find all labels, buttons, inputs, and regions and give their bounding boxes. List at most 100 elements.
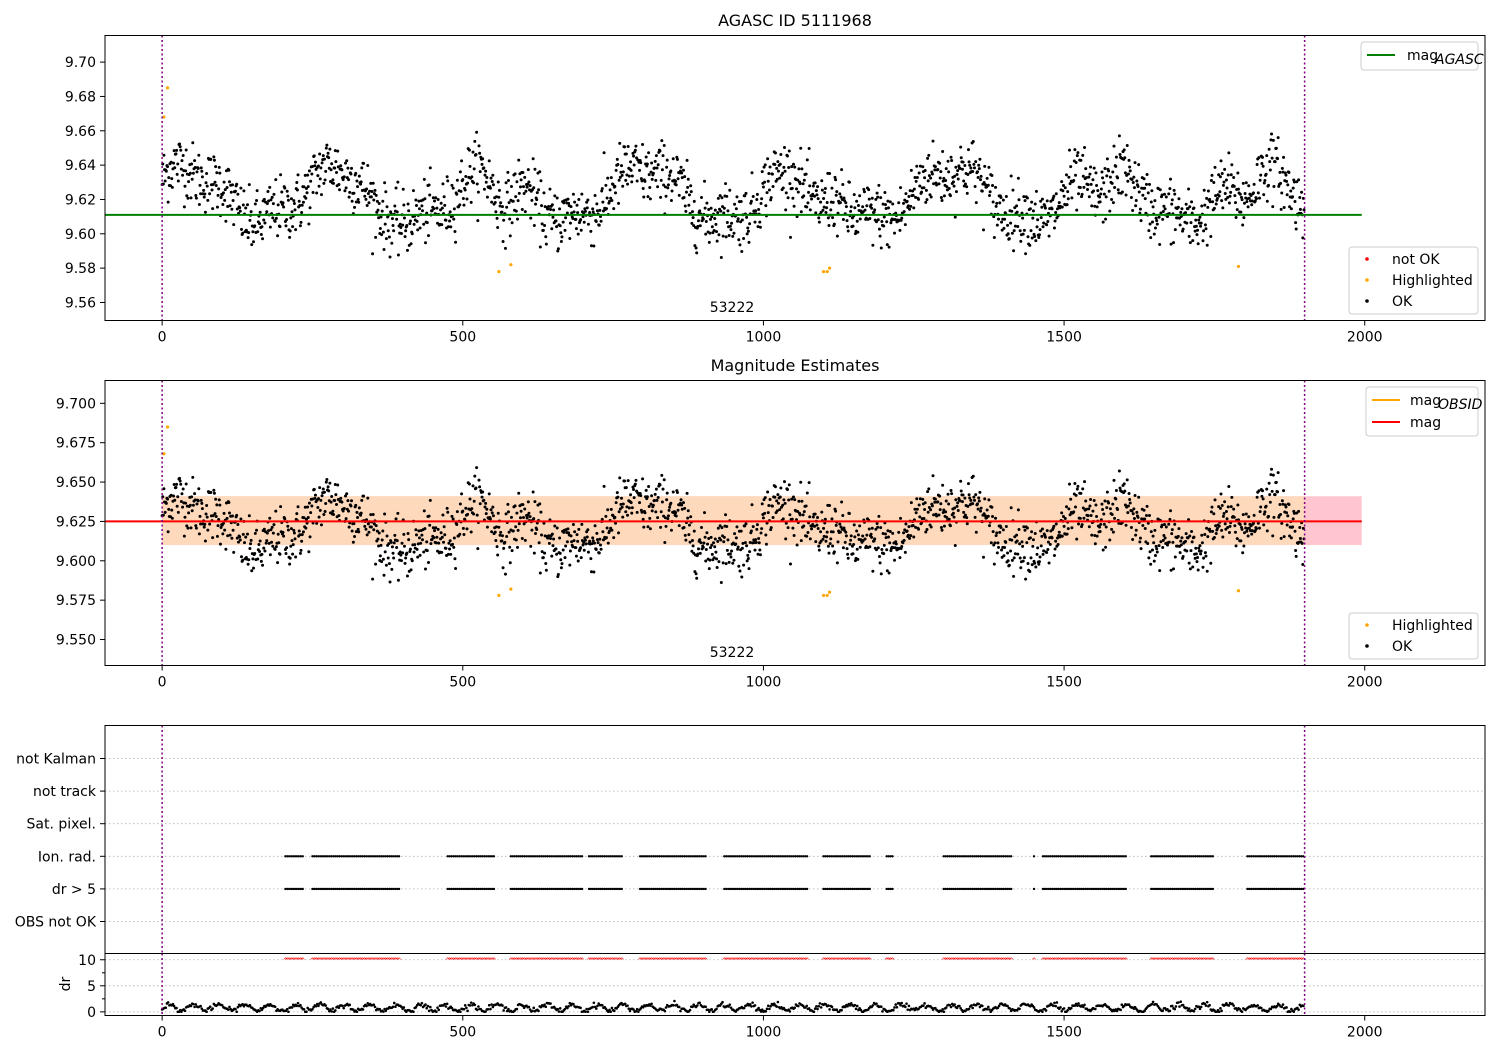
ok-point [1089,497,1093,501]
ok-point [639,494,643,498]
ok-point [312,154,316,158]
dr-flag-point [866,887,870,891]
ok-point [665,498,669,502]
ok-point [1222,180,1226,184]
ok-point [576,232,580,236]
ok-point [300,533,304,537]
ok-point [433,199,437,203]
ok-point [954,498,958,502]
dr-flag-point [561,887,565,891]
ok-point [500,210,504,214]
ion-flag-point [561,855,565,858]
ok-point [344,517,348,521]
ok-point [288,229,292,233]
ok-point [427,560,431,564]
ok-point [751,195,755,199]
ok-point [425,221,429,225]
ion-flag-point [994,855,997,858]
ok-point [1052,524,1056,528]
ion-flag-point [1153,855,1157,858]
ok-point [1080,192,1084,196]
ok-point [483,505,487,509]
ok-point [575,203,579,207]
ok-point [1107,501,1111,505]
ion-flag-point [967,855,971,858]
ok-point [634,144,638,148]
ok-point [879,196,883,200]
ok-point [584,542,588,546]
ok-point [808,184,812,188]
ok-point [600,187,604,191]
ok-point [1087,175,1091,179]
ok-point [810,527,814,531]
ok-point [939,502,943,506]
ok-point [782,498,786,502]
dr-flag-point [1155,887,1159,891]
ok-point [819,539,823,543]
ok-point [632,154,636,158]
ok-point [409,568,413,572]
ok-point [185,194,189,198]
ok-point [884,536,888,540]
ok-point [223,198,227,202]
ok-point [883,532,887,536]
dr-flag-point [775,887,778,891]
ok-point [204,181,208,185]
dr-flag-point [322,887,326,891]
ok-point [294,555,298,559]
ok-point [1161,210,1165,214]
ok-point [1144,182,1148,186]
ion-flag-point [1171,855,1174,858]
dr-flag-point [650,887,653,891]
dr-flag-point [288,887,291,891]
ok-point [529,544,533,548]
ion-flag-point [956,855,959,858]
ok-point [1159,211,1163,215]
ion-flag-point [1006,855,1009,858]
ion-flag-point [490,855,494,858]
ok-point [491,514,495,518]
ok-point [1265,487,1269,491]
dr-flag-point [1252,887,1255,891]
ion-flag-point [704,855,707,858]
ok-point [322,181,326,185]
ok-point [1006,232,1010,236]
ion-flag-point [946,855,949,858]
ok-point [1191,239,1195,243]
ok-point [893,546,897,550]
dr-flag-point [638,887,642,891]
ok-point [979,509,983,513]
ok-point [190,162,194,166]
ok-point [1111,530,1115,534]
ok-point [406,202,410,206]
ion-flag-point [597,855,600,858]
ok-point [1219,492,1223,496]
highlighted-point [509,263,513,267]
ok-point [355,510,359,514]
ok-point [436,221,440,225]
dr-flag-point [984,887,988,891]
ion-flag-point [950,855,953,858]
ok-point [778,495,782,499]
ok-point [1173,192,1177,196]
ok-point [281,530,285,534]
ok-point [359,182,363,186]
ok-point [648,527,652,531]
ok-point [198,514,202,518]
flags-axes-frame [104,725,1486,954]
ion-flag-point [790,855,793,858]
ok-point [255,528,259,532]
ok-point [624,486,628,490]
dr-flag-point [963,887,967,891]
ok-point [597,551,601,555]
ok-point [573,530,577,534]
ok-point [1010,558,1014,562]
ion-flag-point [640,855,644,858]
ok-point [808,208,812,212]
ok-point [732,231,736,235]
ok-point [528,184,532,188]
ion-flag-point [1296,855,1299,858]
ok-point [1286,514,1290,518]
ok-point [307,501,311,505]
ok-point [1229,173,1233,177]
